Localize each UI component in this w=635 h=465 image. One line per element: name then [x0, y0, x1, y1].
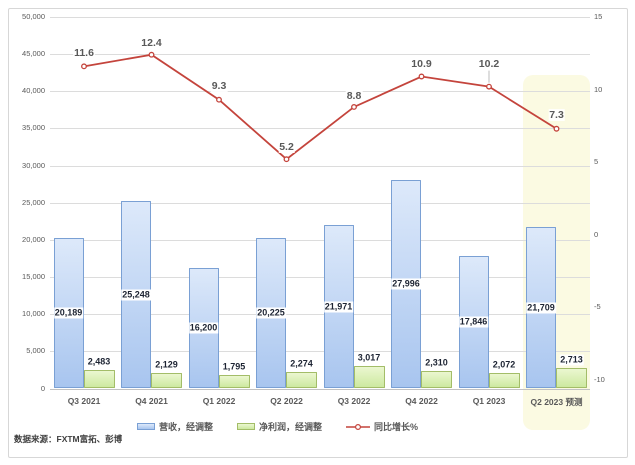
legend-item-revenue: 营收，经调整	[137, 420, 213, 433]
growth-label: 11.6	[73, 47, 95, 60]
revenue-bar-label: 16,200	[188, 322, 219, 334]
y2-axis-tick-label: 15	[594, 12, 603, 21]
profit-bar-label: 3,017	[356, 352, 382, 364]
profit-bar-label: 1,795	[221, 361, 247, 373]
revenue-bar-label: 27,996	[391, 278, 421, 290]
x-axis-category-label: Q1 2023	[472, 396, 506, 406]
growth-label: 9.3	[210, 79, 228, 92]
profit-bar	[556, 368, 587, 389]
growth-label: 10.9	[410, 58, 433, 71]
legend-item-growth: 同比增长%	[346, 420, 418, 433]
x-axis-category-label: Q2 2023 预测	[530, 397, 583, 407]
gridline	[50, 314, 590, 316]
y-axis-tick-label: 0	[40, 383, 45, 393]
profit-bar	[218, 375, 250, 389]
y-axis-tick-label: 10,000	[22, 309, 45, 319]
source-note: 数据来源：FXTM富拓、彭博	[14, 434, 123, 444]
profit-bar	[83, 370, 115, 389]
y-axis-tick-label: 15,000	[22, 272, 45, 282]
x-axis-category-label: Q4 2022	[405, 396, 438, 406]
gridline	[50, 202, 590, 204]
gridline	[50, 351, 590, 353]
y2-axis-tick-label: 5	[594, 157, 599, 167]
profit-bar-label: 2,274	[289, 358, 314, 370]
figure-border	[8, 8, 628, 458]
x-axis-category-label: Q3 2022	[337, 396, 371, 406]
gridline	[50, 54, 590, 56]
profit-bar-label: 2,483	[86, 356, 112, 368]
y2-axis-tick-label: 10	[594, 84, 603, 94]
gridline	[50, 91, 590, 93]
y-axis-tick-label: 20,000	[22, 234, 45, 244]
growth-label: 10.2	[477, 57, 501, 70]
gridline	[50, 128, 590, 130]
revenue-bar-label: 17,846	[458, 316, 489, 328]
y2-axis-tick-label: 0	[594, 229, 599, 239]
y-axis-tick-label: 40,000	[22, 86, 45, 96]
y-axis-tick-label: 35,000	[22, 123, 45, 133]
profit-bar-label: 2,310	[424, 357, 449, 369]
revenue-bar-label: 25,248	[121, 289, 151, 301]
gridline	[50, 165, 590, 167]
profit-bar	[488, 373, 520, 389]
legend-label-profit: 净利润，经调整	[259, 422, 323, 432]
growth-label: 12.4	[140, 36, 163, 49]
profit-bar	[353, 366, 385, 389]
x-axis-category-label: Q1 2022	[202, 396, 236, 406]
profit-bar-label: 2,072	[491, 359, 517, 371]
profit-bar-label: 2,129	[154, 359, 179, 371]
revenue-bar-label: 20,225	[256, 307, 286, 319]
y2-axis-tick-label: -10	[594, 374, 605, 384]
legend-label-revenue: 营收，经调整	[159, 422, 214, 432]
legend: 营收，经调整 净利润，经调整 同比增长%	[137, 420, 418, 433]
y-axis-tick-label: 50,000	[22, 12, 45, 21]
profit-bar	[151, 372, 182, 389]
growth-line-marker-icon	[346, 423, 371, 430]
profit-bar	[286, 371, 317, 389]
legend-item-profit: 净利润，经调整	[237, 420, 322, 433]
legend-label-growth: 同比增长%	[374, 422, 419, 432]
y2-axis-tick-label: -5	[594, 302, 601, 312]
y-axis-tick-label: 30,000	[22, 160, 45, 170]
x-axis-category-label: Q4 2021	[135, 396, 168, 406]
gridline	[50, 239, 590, 241]
y-axis-tick-label: 45,000	[22, 49, 45, 59]
profit-swatch-icon	[237, 423, 256, 430]
x-axis-category-label: Q2 2022	[270, 396, 303, 406]
x-axis-category-label: Q3 2021	[67, 396, 101, 406]
revenue-bar-label: 21,971	[323, 301, 354, 313]
growth-label: 7.3	[548, 108, 565, 121]
growth-label: 8.8	[345, 89, 363, 102]
growth-label: 5.2	[278, 141, 295, 154]
revenue-swatch-icon	[137, 423, 155, 430]
x-axis-line	[50, 388, 590, 390]
y-axis-tick-label: 25,000	[22, 197, 45, 207]
profit-bar-label: 2,713	[559, 354, 584, 366]
revenue-bar-label: 21,709	[526, 302, 556, 314]
gridline	[50, 277, 590, 279]
profit-bar	[421, 371, 452, 389]
gridline	[50, 17, 590, 18]
revenue-bar-label: 20,189	[53, 307, 84, 319]
y-axis-tick-label: 5,000	[26, 346, 45, 356]
